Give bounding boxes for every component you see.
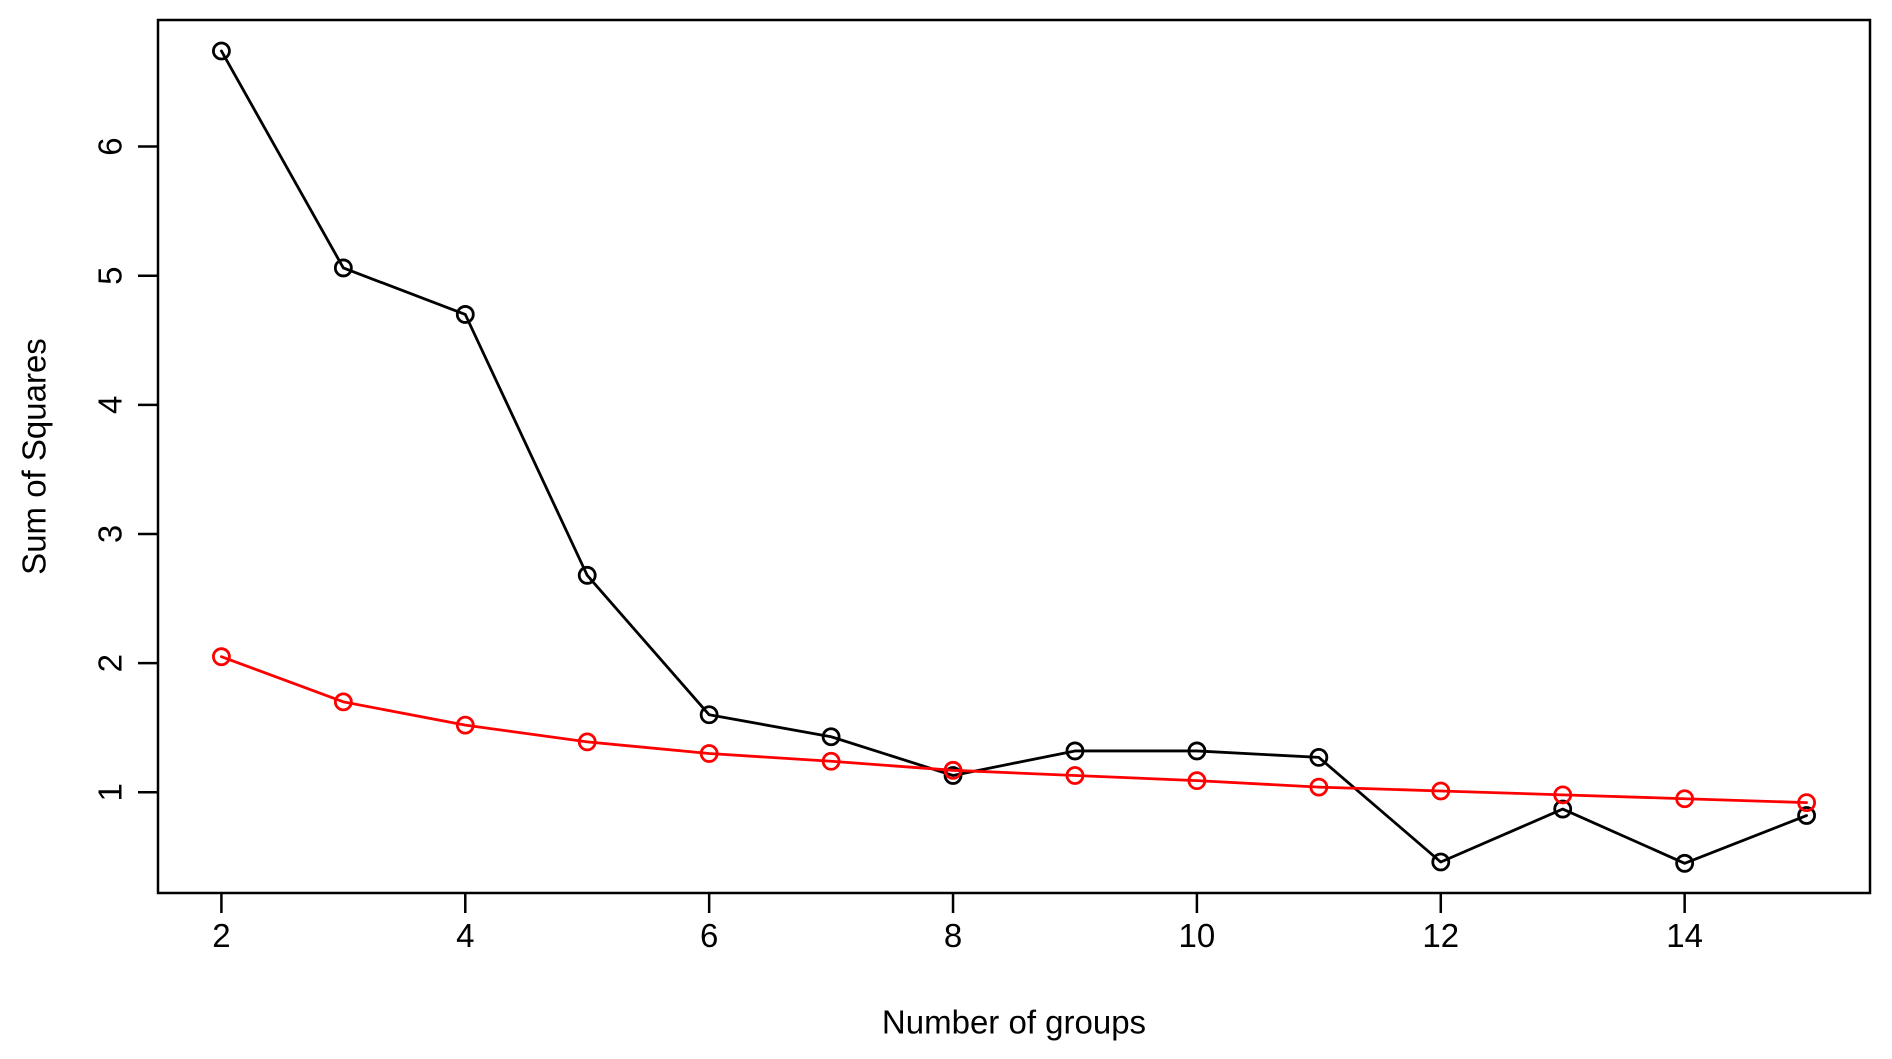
data-point-red [821,751,841,771]
data-point-black [821,727,841,747]
data-point-red [1309,777,1329,797]
data-point-black [1553,799,1573,819]
data-point-black [943,766,963,785]
data-point-red [1065,766,1085,785]
x-axis-tick-label: 8 [944,917,962,954]
series-line-red [220,655,1808,805]
data-point-red [212,647,231,667]
y-axis-tick-label: 6 [92,137,129,155]
data-point-black [1675,853,1695,873]
data-point-red [943,760,963,780]
x-axis-tick-label: 14 [1666,917,1703,954]
data-point-red [1187,771,1207,791]
data-point-black [1431,852,1451,872]
data-point-red [455,715,475,735]
data-point-red [1675,789,1695,809]
data-point-black [212,41,231,61]
data-point-black [1065,741,1085,761]
y-axis-tick-label: 4 [92,396,129,414]
data-point-black [699,705,719,725]
data-point-red [333,692,353,712]
data-point-black [333,258,353,278]
series-line-black [220,49,1808,865]
data-point-red [699,744,719,763]
x-axis-tick-label: 4 [456,917,474,954]
data-point-red [1431,781,1451,801]
y-axis-tick-label: 2 [92,654,129,672]
x-axis-tick-label: 6 [700,917,718,954]
data-point-black [577,565,597,585]
data-point-red [1553,785,1573,805]
y-axis-tick-label: 3 [92,525,129,543]
plot-border [156,18,1872,895]
data-point-black [455,305,475,324]
x-axis-title: Number of groups [882,1004,1146,1041]
data-point-red [577,732,597,752]
data-point-black [1797,806,1816,825]
y-axis-tick-label: 1 [92,783,129,801]
x-axis-tick-label: 2 [212,917,230,954]
y-axis-tick-label: 5 [92,267,129,285]
data-point-black [1187,741,1207,761]
x-axis-tick-label: 12 [1422,917,1459,954]
data-point-red [1797,793,1816,813]
data-point-black [1309,748,1329,767]
x-axis-tick-label: 10 [1179,917,1216,954]
y-axis-title: Sum of Squares [16,338,53,575]
